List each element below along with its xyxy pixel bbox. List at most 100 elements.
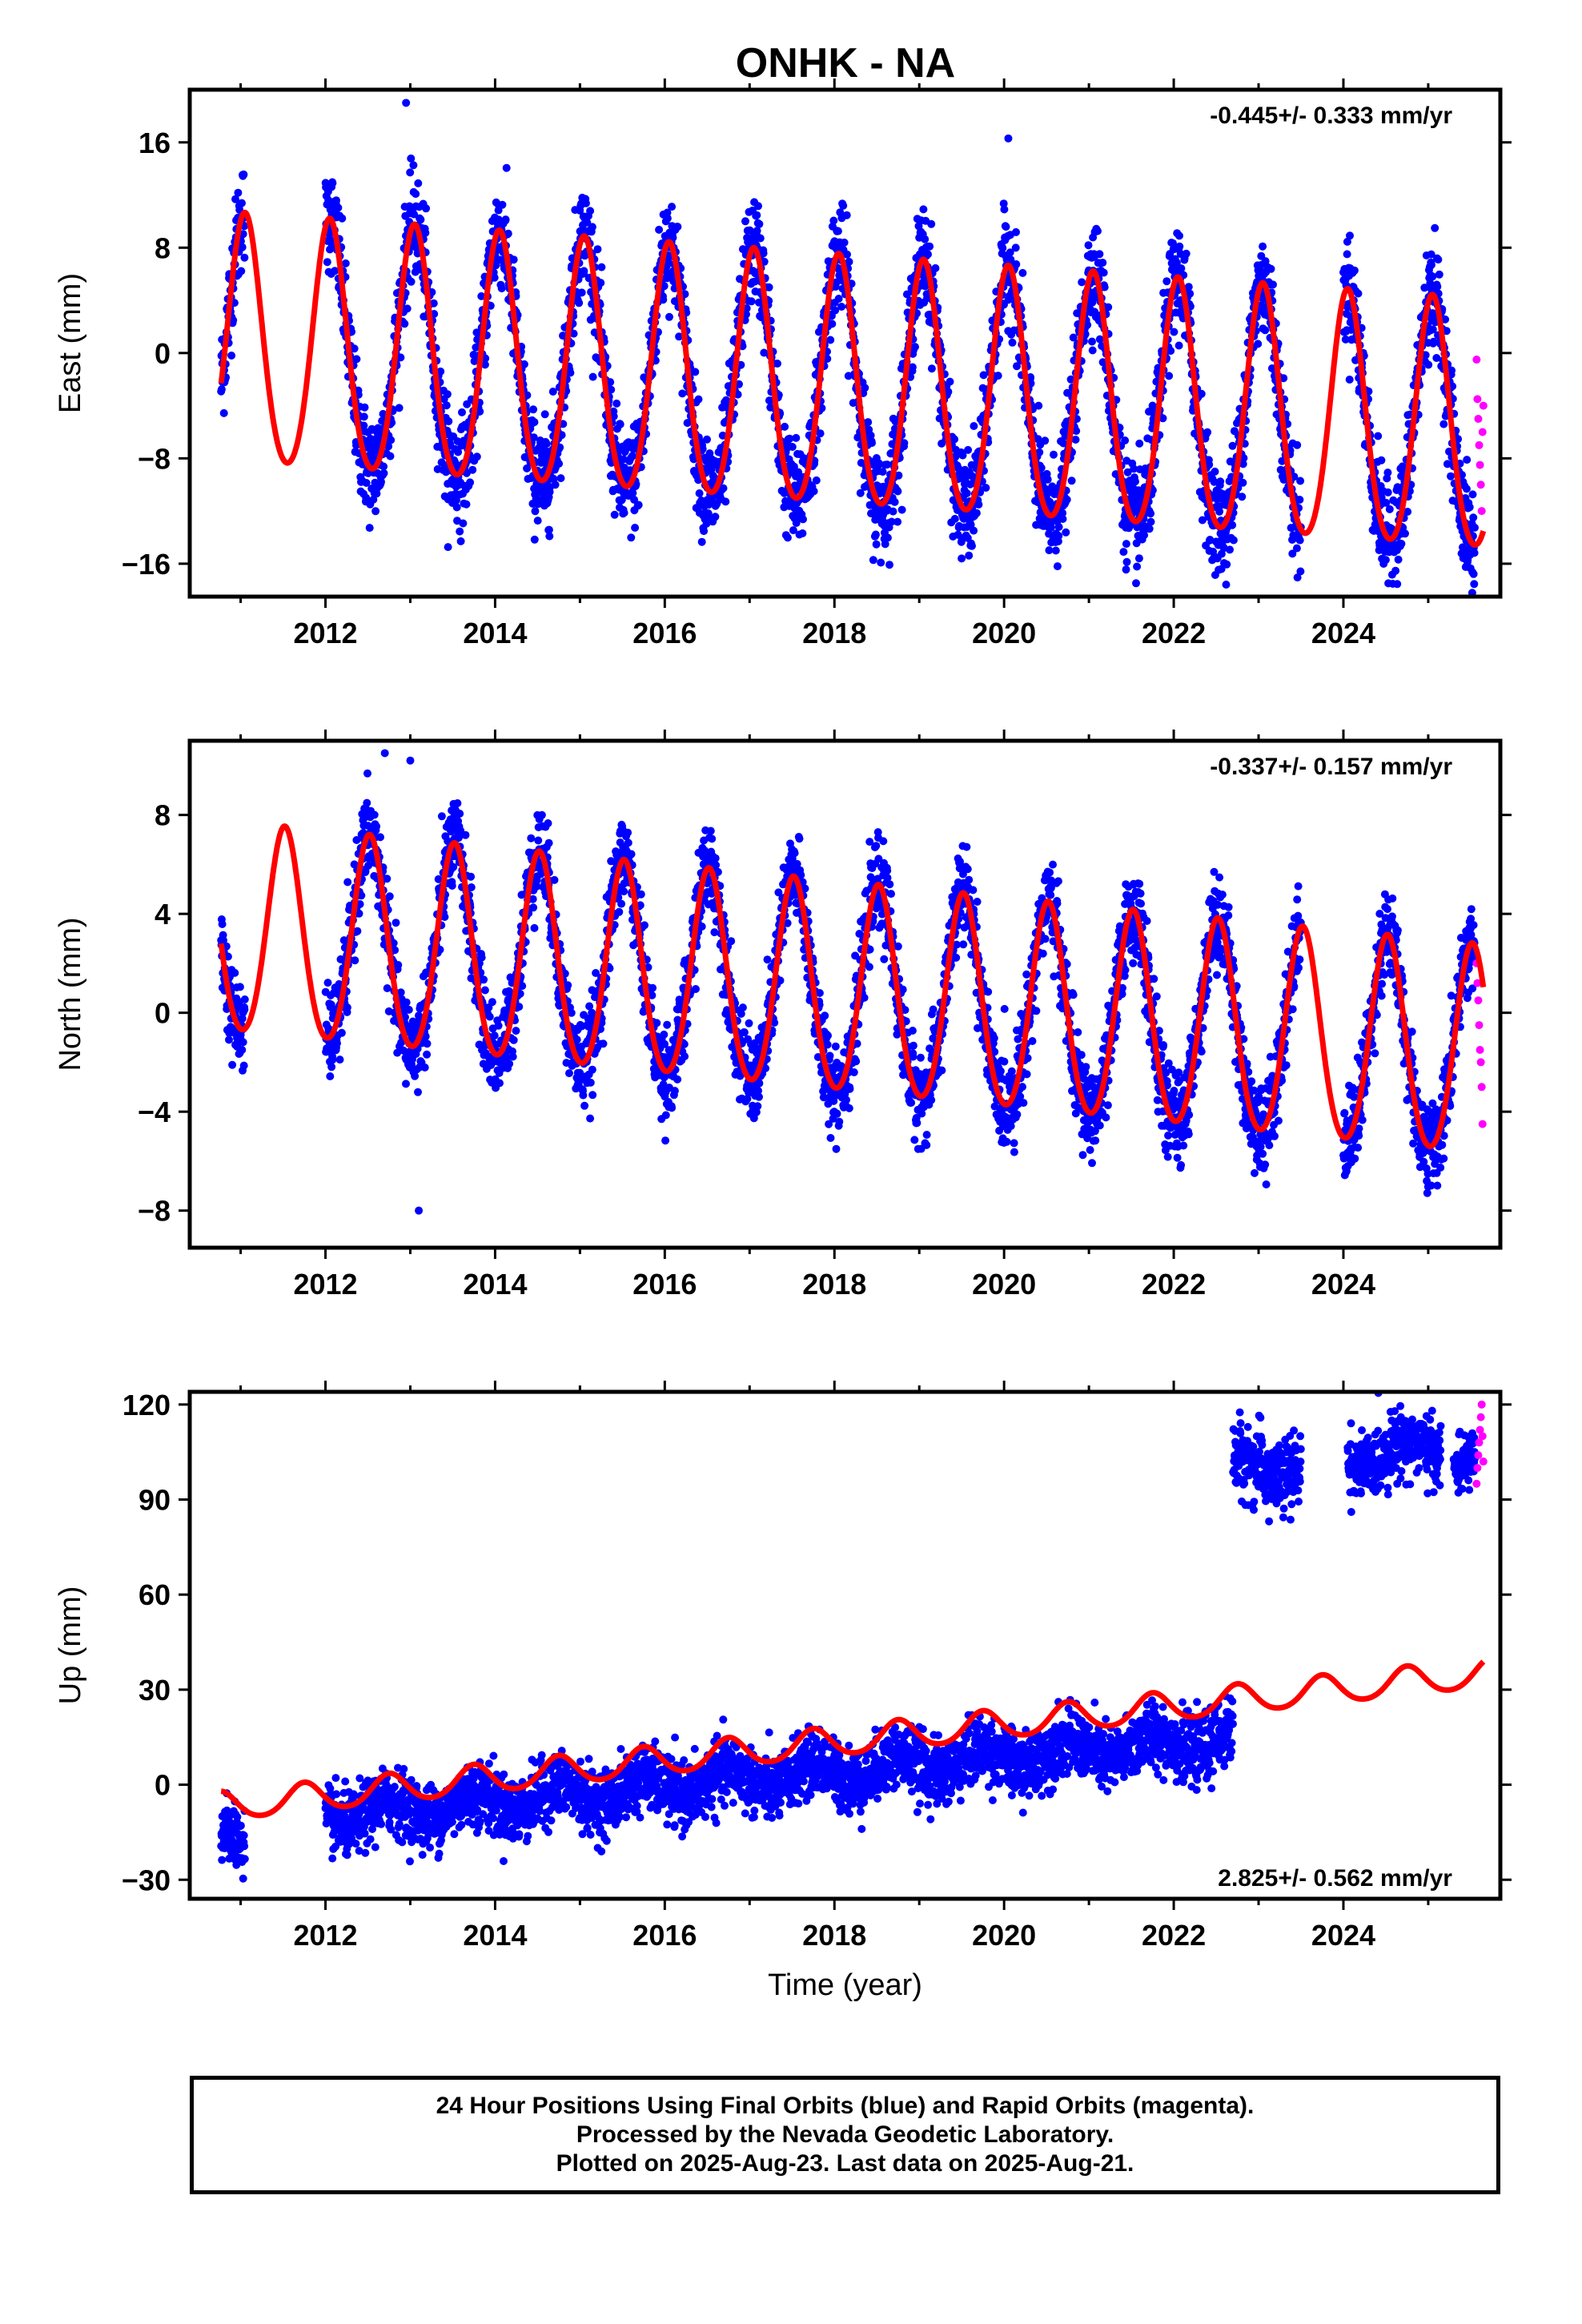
final-orbit-point — [494, 1021, 503, 1030]
final-orbit-point — [1034, 401, 1043, 410]
final-orbit-point — [523, 391, 532, 400]
final-orbit-points-east — [217, 99, 1479, 611]
final-orbit-point — [527, 834, 536, 842]
final-orbit-point — [694, 395, 703, 404]
final-orbit-point — [897, 505, 906, 514]
final-orbit-point — [583, 218, 592, 227]
final-orbit-point — [1058, 515, 1067, 523]
y-tick-label: −8 — [138, 442, 171, 475]
final-orbit-point — [385, 892, 394, 901]
final-orbit-point — [402, 99, 411, 107]
final-orbit-point — [612, 399, 621, 408]
final-orbit-point — [783, 533, 792, 542]
final-orbit-point — [765, 283, 773, 292]
final-orbit-point — [462, 468, 471, 477]
final-orbit-point — [362, 493, 371, 502]
final-orbit-point — [234, 188, 243, 197]
final-orbit-point — [1269, 280, 1277, 289]
final-orbit-point — [927, 219, 936, 228]
final-orbit-point — [893, 487, 902, 496]
final-orbit-point — [839, 201, 848, 210]
final-orbit-point — [606, 378, 615, 387]
final-orbit-point — [551, 480, 560, 489]
final-orbit-point — [1429, 337, 1438, 346]
final-orbit-point — [341, 259, 350, 267]
final-orbit-point — [946, 377, 954, 386]
final-orbit-point — [1469, 513, 1478, 522]
final-orbit-point — [1135, 439, 1144, 448]
final-orbit-point — [523, 464, 532, 472]
final-orbit-point — [453, 799, 462, 807]
final-orbit-point — [1401, 529, 1409, 538]
final-orbit-point — [659, 296, 668, 304]
final-orbit-point — [663, 214, 672, 223]
final-orbit-point — [407, 277, 416, 286]
final-orbit-point — [477, 292, 486, 300]
final-orbit-point — [832, 278, 841, 287]
final-orbit-point — [1427, 260, 1435, 269]
final-orbit-point — [958, 554, 966, 563]
final-orbit-point — [420, 1063, 429, 1072]
final-orbit-point — [1053, 562, 1062, 571]
final-orbit-point — [448, 882, 456, 890]
final-orbit-point — [1354, 289, 1363, 298]
plot-area-east — [217, 99, 1488, 611]
final-orbit-point — [436, 367, 445, 376]
final-orbit-point — [1122, 557, 1131, 566]
final-orbit-point — [874, 459, 883, 468]
final-orbit-point — [542, 440, 551, 448]
final-orbit-point — [588, 223, 596, 231]
final-orbit-point — [501, 215, 510, 224]
final-orbit-point — [703, 435, 711, 444]
final-orbit-point — [627, 533, 636, 542]
final-orbit-point — [893, 517, 902, 526]
final-orbit-point — [1121, 436, 1130, 444]
final-orbit-point — [1062, 495, 1071, 504]
final-orbit-point — [704, 509, 713, 517]
final-orbit-point — [394, 961, 403, 969]
final-orbit-point — [1463, 456, 1472, 464]
final-orbit-point — [467, 872, 476, 881]
final-orbit-point — [1383, 488, 1392, 497]
final-orbit-point — [1078, 278, 1086, 287]
final-orbit-point — [409, 161, 418, 170]
final-orbit-point — [970, 526, 978, 535]
final-orbit-point — [416, 215, 425, 224]
final-orbit-point — [1470, 580, 1479, 589]
final-orbit-point — [569, 329, 578, 338]
final-orbit-point — [480, 360, 489, 369]
final-orbit-point — [335, 1055, 344, 1064]
y-axis-label-east: East (mm) — [54, 273, 87, 413]
final-orbit-point — [894, 471, 903, 480]
final-orbit-point — [444, 543, 452, 552]
final-orbit-point — [1228, 521, 1237, 529]
final-orbit-point — [678, 389, 687, 398]
final-orbit-point — [217, 385, 226, 394]
plot-area-north — [217, 749, 1487, 1215]
final-orbit-point — [885, 561, 893, 569]
final-orbit-point — [1434, 255, 1443, 264]
final-orbit-point — [840, 238, 849, 247]
final-orbit-point — [1435, 270, 1443, 279]
final-orbit-point — [444, 417, 453, 426]
x-tick-label: 2014 — [463, 617, 527, 649]
final-orbit-point — [889, 507, 897, 516]
final-orbit-point — [575, 299, 584, 308]
final-orbit-point — [881, 540, 889, 549]
final-orbit-point — [1140, 531, 1149, 540]
final-orbit-point — [580, 267, 588, 275]
final-orbit-point — [1211, 467, 1219, 476]
final-orbit-point — [1134, 554, 1143, 563]
final-orbit-point — [974, 501, 983, 509]
final-orbit-point — [338, 214, 347, 223]
final-orbit-point — [1391, 603, 1399, 611]
final-orbit-point — [530, 535, 539, 544]
final-orbit-point — [663, 208, 672, 217]
final-orbit-point — [1104, 303, 1113, 312]
final-orbit-point — [788, 443, 797, 451]
final-orbit-point — [588, 372, 597, 381]
final-orbit-point — [1428, 272, 1437, 281]
final-orbit-point — [1293, 440, 1302, 449]
x-tick-label: 2018 — [802, 617, 866, 649]
final-orbit-point — [927, 364, 936, 373]
